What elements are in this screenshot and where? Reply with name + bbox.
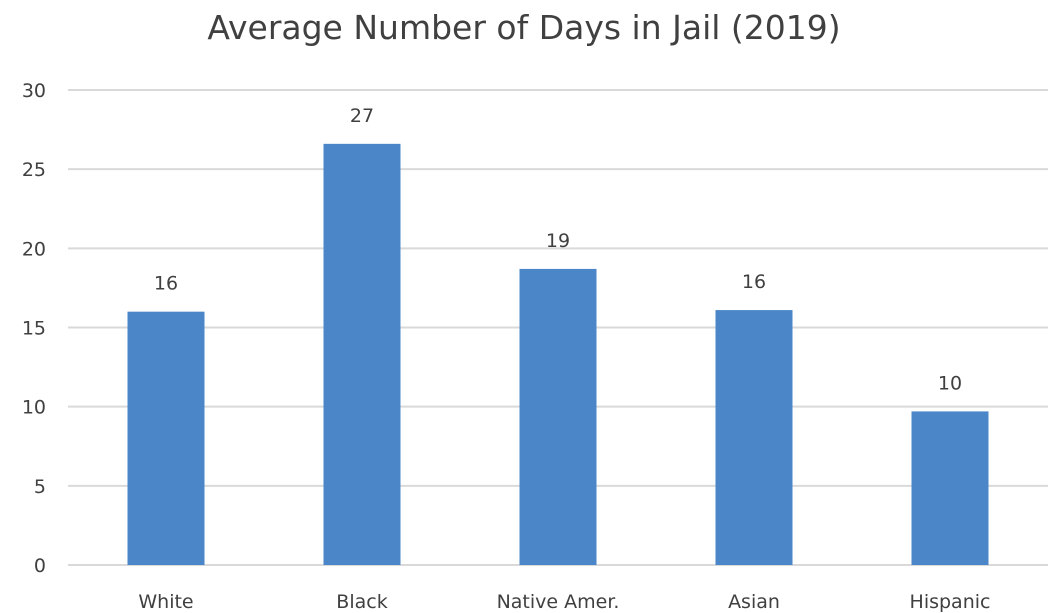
x-category-label: Asian [728,591,780,613]
y-tick-label: 25 [22,159,46,181]
bar-native-amer [519,268,597,565]
y-tick-label: 5 [34,476,46,498]
y-tick-label: 20 [22,238,46,260]
x-category-label: White [138,591,193,613]
data-label: 16 [742,271,766,293]
chart-title: Average Number of Days in Jail (2019) [207,8,841,47]
bar-white [127,311,205,565]
y-tick-label: 30 [22,80,46,102]
x-category-label: Black [336,591,387,613]
y-tick-label: 15 [22,318,46,340]
x-category-label: Hispanic [910,591,991,613]
bar-hispanic [911,411,989,565]
bars-layer [127,143,989,566]
data-label: 10 [938,372,962,394]
bar-black [323,143,401,566]
bar-asian [715,310,793,565]
x-category-label: Native Amer. [497,591,620,613]
data-label: 27 [350,105,374,127]
labels-layer: 0 5 10 15 20 25 30 16 White 27 Black 19 Native Amer.… [22,80,991,613]
data-label: 19 [546,230,570,252]
data-label: 16 [154,273,178,295]
y-tick-label: 0 [34,555,46,577]
y-tick-label: 10 [22,397,46,419]
